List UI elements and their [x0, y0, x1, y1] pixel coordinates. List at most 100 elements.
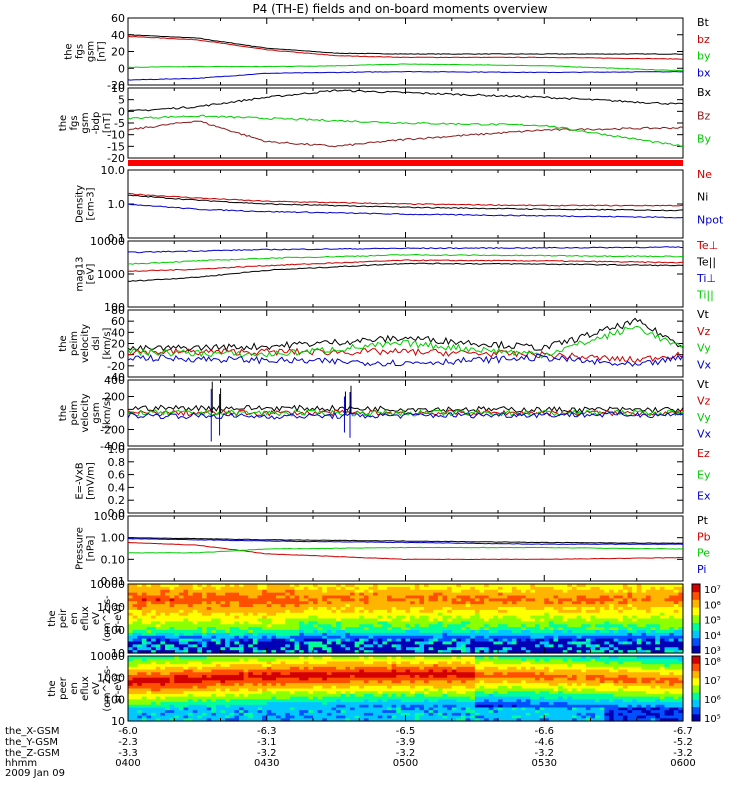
spectrogram-cell	[155, 604, 161, 608]
spectrogram-cell	[428, 598, 434, 602]
y-tick-label: 10	[111, 715, 125, 728]
spectrogram-cell	[220, 674, 226, 679]
spectrogram-cell	[174, 624, 180, 628]
spectrogram-cell	[202, 656, 208, 660]
spectrogram-cell	[174, 647, 180, 651]
spectrogram-cell	[225, 712, 231, 717]
spectrogram-cell	[664, 584, 670, 588]
spectrogram-cell	[271, 621, 277, 625]
spectrogram-cell	[373, 624, 379, 628]
spectrogram-cell	[535, 647, 541, 651]
spectrogram-cell	[641, 630, 647, 634]
spectrogram-cell	[498, 624, 504, 628]
spectrogram-cell	[382, 604, 388, 608]
spectrogram-cell	[553, 624, 559, 628]
spectrogram-cell	[433, 664, 439, 668]
spectrogram-cell	[396, 704, 402, 709]
spectrogram-cell	[132, 661, 138, 665]
spectrogram-cell	[215, 688, 222, 692]
spectrogram-cell	[507, 647, 513, 651]
spectrogram-cell	[206, 612, 212, 617]
spectrogram-cell	[433, 650, 439, 654]
spectrogram-cell	[183, 664, 189, 668]
spectrogram-cell	[359, 661, 365, 665]
spectrogram-cell	[539, 630, 545, 634]
spectrogram-cell	[354, 598, 360, 602]
spectrogram-cell	[391, 632, 397, 637]
spectrogram-cell	[609, 615, 615, 620]
spectrogram-cell	[618, 627, 624, 631]
spectrogram-cell	[303, 621, 309, 625]
spectrogram-cell	[202, 707, 208, 711]
spectrogram-cell	[414, 661, 420, 665]
spectrogram-cell	[410, 666, 416, 671]
spectrogram-cell	[234, 664, 240, 668]
y-tick-label: 0.1	[108, 232, 126, 245]
spectrogram-cell	[313, 650, 319, 654]
spectrogram-cell	[544, 589, 550, 594]
spectrogram-cell	[511, 586, 518, 591]
spectrogram-cell	[280, 612, 286, 617]
spectrogram-cell	[456, 592, 462, 597]
spectrogram-cell	[428, 702, 434, 706]
spectrogram-cell	[553, 592, 559, 597]
spectrogram-cell	[243, 712, 249, 717]
legend-item: Bz	[697, 109, 711, 122]
spectrogram-cell	[169, 672, 175, 676]
spectrogram-cell	[326, 672, 333, 676]
spectrogram-cell	[447, 598, 453, 602]
spectrogram-cell	[516, 604, 522, 608]
ylabel-line: [eV]	[86, 264, 97, 285]
spectrogram-cell	[609, 635, 615, 640]
spectrogram-cell	[424, 696, 430, 700]
spectrogram-cell	[641, 644, 647, 648]
spectrogram-cell	[276, 672, 282, 676]
spectrogram-cell	[252, 618, 259, 622]
spectrogram-cell	[169, 669, 175, 673]
spectrogram-cell	[174, 672, 180, 676]
spectrogram-cell	[294, 609, 300, 614]
spectrogram-cell	[141, 635, 148, 640]
spectrogram-cell	[229, 641, 235, 645]
spectrogram-cell	[280, 710, 286, 714]
spectrogram-cell	[410, 630, 416, 634]
spectrogram-cell	[576, 592, 582, 597]
spectrogram-cell	[137, 607, 143, 611]
spectrogram-cell	[174, 669, 180, 673]
spectrogram-cell	[659, 592, 666, 597]
spectrogram-cell	[539, 647, 545, 651]
spectrogram-cell	[206, 680, 212, 684]
spectrogram-cell	[377, 624, 383, 628]
spectrogram-cell	[336, 699, 342, 703]
spectrogram-cell	[576, 632, 582, 637]
spectrogram-cell	[188, 661, 194, 665]
spectrogram-cell	[484, 612, 490, 617]
spectrogram-cell	[576, 638, 582, 643]
spectrogram-cell	[229, 589, 235, 594]
spectrogram-cell	[322, 658, 328, 663]
spectrogram-cell	[313, 592, 319, 597]
spectrogram-cell	[479, 647, 485, 651]
spectrogram-cell	[220, 683, 226, 687]
spectrogram-cell	[641, 604, 647, 608]
spectrogram-cell	[220, 644, 226, 648]
spectrogram-cell	[350, 656, 356, 660]
spectrogram-cell	[373, 707, 379, 711]
spectrogram-cell	[326, 715, 333, 719]
spectrogram-cell	[262, 586, 268, 591]
spectrogram-cell	[280, 661, 286, 665]
spectrogram-cell	[160, 624, 166, 628]
spectrogram-cell	[669, 584, 675, 588]
spectrogram-cell	[313, 683, 319, 687]
spectrogram-cell	[132, 710, 138, 714]
spectrogram-cell	[178, 586, 185, 591]
spectrogram-cell	[391, 718, 397, 722]
ylabel-line: peer	[58, 676, 69, 700]
spectrogram-cell	[151, 641, 157, 645]
spectrogram-cell	[368, 650, 374, 654]
spectrogram-cell	[493, 609, 499, 614]
spectrogram-cell	[567, 601, 573, 605]
legend-item: By	[697, 133, 712, 146]
spectrogram-cell	[387, 601, 393, 605]
spectrogram-cell	[558, 612, 564, 617]
